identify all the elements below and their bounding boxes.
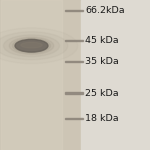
Ellipse shape — [0, 32, 68, 60]
Text: 45 kDa: 45 kDa — [85, 36, 119, 45]
Text: 25 kDa: 25 kDa — [85, 88, 119, 98]
Bar — [65, 60, 82, 62]
Bar — [0, 0, 81, 150]
Bar — [65, 118, 82, 119]
Ellipse shape — [12, 38, 50, 53]
Bar — [65, 39, 82, 41]
Ellipse shape — [15, 39, 48, 52]
Text: 35 kDa: 35 kDa — [85, 57, 119, 66]
Bar — [65, 10, 82, 11]
Bar — [81, 0, 150, 150]
Ellipse shape — [3, 35, 60, 57]
Ellipse shape — [9, 37, 54, 54]
Ellipse shape — [0, 28, 78, 64]
Text: 18 kDa: 18 kDa — [85, 114, 119, 123]
Text: 66.2kDa: 66.2kDa — [85, 6, 125, 15]
Bar — [1, 0, 62, 150]
Bar — [65, 92, 82, 94]
Ellipse shape — [21, 42, 42, 48]
